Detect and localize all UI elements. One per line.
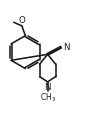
Text: N: N xyxy=(63,43,70,52)
Text: N: N xyxy=(44,83,51,92)
Text: CH$_3$: CH$_3$ xyxy=(40,92,56,104)
Text: O: O xyxy=(19,16,26,25)
